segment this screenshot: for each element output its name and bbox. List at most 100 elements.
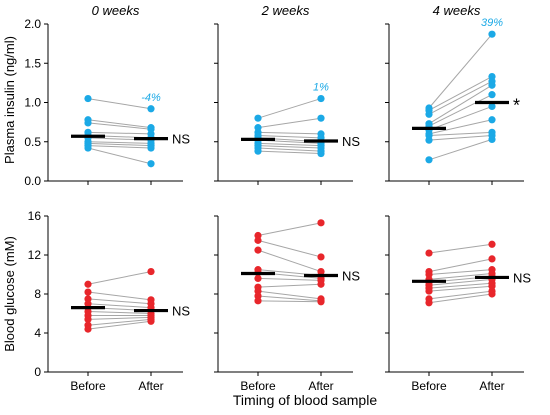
point-before xyxy=(254,297,262,305)
pair-line xyxy=(87,291,152,301)
panel-2: 4 weeks * 39% xyxy=(385,3,524,185)
point-after xyxy=(488,116,496,124)
pair-line xyxy=(428,80,493,115)
point-after xyxy=(488,135,496,143)
point-after xyxy=(317,253,325,261)
point-after xyxy=(147,105,155,113)
point-after xyxy=(317,114,325,122)
point-after xyxy=(317,298,325,306)
point-before xyxy=(425,299,433,307)
point-after xyxy=(488,30,496,38)
pair-line xyxy=(87,320,152,330)
point-before xyxy=(254,236,262,244)
pair-line xyxy=(257,277,322,281)
pair-line xyxy=(257,239,322,258)
pair-line xyxy=(87,318,152,326)
pair-line xyxy=(87,303,152,309)
point-after xyxy=(488,81,496,89)
point-before xyxy=(254,147,262,155)
significance-label: NS xyxy=(172,304,190,319)
panel-5: Before After NS xyxy=(385,215,531,393)
pair-line xyxy=(257,98,322,119)
point-after xyxy=(147,144,155,152)
pair-line xyxy=(87,311,152,314)
pair-line xyxy=(257,300,322,303)
point-before xyxy=(254,246,262,254)
x-axis-label: Timing of blood sample xyxy=(233,392,377,408)
x-tick-label: Before xyxy=(411,379,447,393)
significance-label: * xyxy=(513,96,520,116)
pair-line xyxy=(87,316,152,320)
x-tick-label: Before xyxy=(240,379,276,393)
pair-line xyxy=(428,293,493,304)
x-tick-label: Before xyxy=(70,379,106,393)
pair-line xyxy=(428,138,493,161)
percent-change-label: 1% xyxy=(313,82,329,94)
pair-line xyxy=(87,98,152,110)
point-before xyxy=(425,249,433,257)
point-before xyxy=(84,119,92,127)
pair-line xyxy=(257,283,322,288)
row-ylabel-insulin: Plasma insulin (ng/ml) xyxy=(2,36,17,164)
point-after xyxy=(317,94,325,103)
panels: 0.0 0.5 1.0 1.5 2.0 0 weeks NS -4% 2 weeks NS 1% 4 … xyxy=(24,3,531,393)
pair-line xyxy=(87,142,152,147)
panel-3: 0 4 8 12 16 Before After NS xyxy=(28,209,191,393)
pair-line xyxy=(257,249,322,273)
y-tick-label: 12 xyxy=(28,248,42,262)
pair-line xyxy=(257,142,322,147)
significance-label: NS xyxy=(342,268,360,283)
point-before xyxy=(84,144,92,152)
x-tick-label: After xyxy=(308,379,333,393)
pair-line xyxy=(257,134,322,139)
pair-line xyxy=(87,147,152,165)
pair-line xyxy=(428,273,493,280)
pair-line xyxy=(428,94,493,127)
pair-line xyxy=(257,290,322,300)
significance-label: NS xyxy=(513,270,531,285)
x-tick-label: After xyxy=(138,379,163,393)
pair-line xyxy=(428,285,493,292)
point-after xyxy=(317,280,325,288)
point-before xyxy=(84,325,92,333)
point-before xyxy=(84,94,92,103)
percent-change-label: -4% xyxy=(141,92,161,104)
point-before xyxy=(254,114,262,122)
point-after xyxy=(147,267,155,276)
point-before xyxy=(254,274,262,282)
row-ylabel-glucose: Blood glucose (mM) xyxy=(2,236,17,352)
panel-4: Before After NS xyxy=(214,215,360,393)
point-after xyxy=(147,317,155,325)
point-after xyxy=(488,102,496,111)
pair-line xyxy=(257,150,322,155)
significance-label: NS xyxy=(342,134,360,149)
pair-line xyxy=(257,222,322,236)
point-after xyxy=(488,240,496,248)
point-after xyxy=(317,149,325,158)
panel-0: 0.0 0.5 1.0 1.5 2.0 0 weeks NS -4% xyxy=(24,3,190,188)
point-before xyxy=(84,288,92,296)
pair-line xyxy=(257,145,322,149)
pair-line xyxy=(87,119,152,129)
point-after xyxy=(488,290,496,298)
pair-line xyxy=(87,131,152,135)
x-tick-label: After xyxy=(479,379,504,393)
pair-line xyxy=(428,76,493,111)
pair-line xyxy=(428,258,493,273)
y-tick-label: 0 xyxy=(34,365,41,379)
y-tick-label: 1.5 xyxy=(24,56,41,70)
pair-line xyxy=(87,271,152,285)
pair-line xyxy=(428,131,493,136)
point-before xyxy=(425,110,433,118)
pair-line xyxy=(428,84,493,125)
pair-line xyxy=(428,105,493,131)
pair-line xyxy=(428,119,493,135)
pair-line xyxy=(257,117,322,129)
point-before xyxy=(84,315,92,323)
y-tick-label: 0.5 xyxy=(24,135,41,149)
point-before xyxy=(425,156,433,164)
panel-title: 0 weeks xyxy=(92,3,140,18)
y-tick-label: 0.0 xyxy=(24,174,41,188)
panel-title: 2 weeks xyxy=(261,3,310,18)
